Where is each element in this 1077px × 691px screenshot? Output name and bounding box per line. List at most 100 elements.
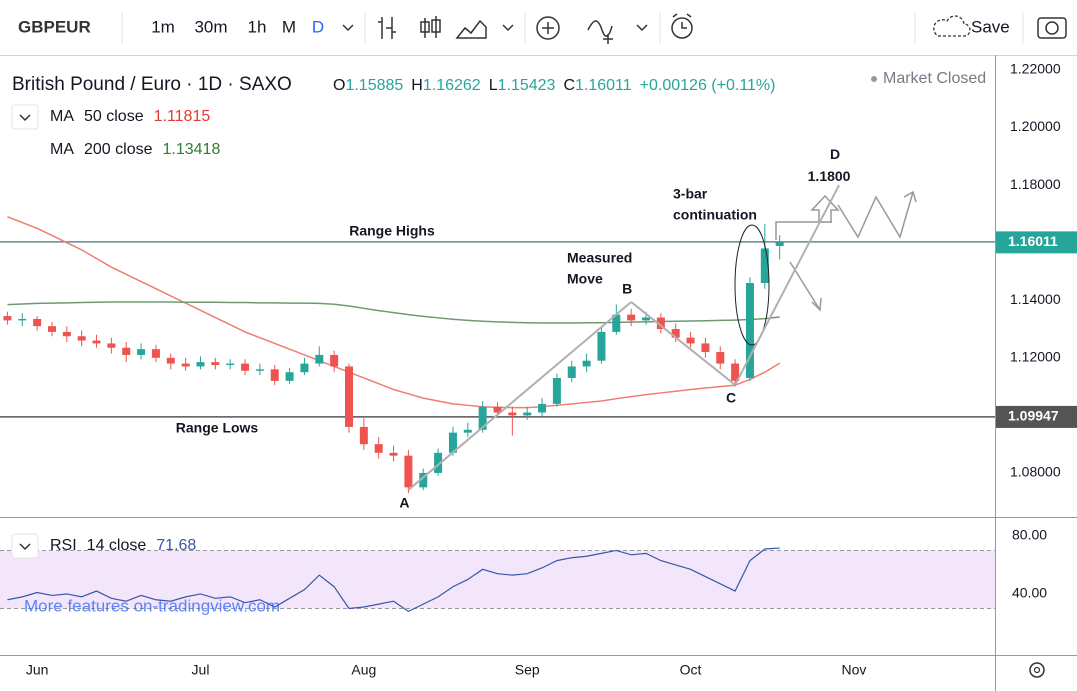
y-tick-label: 1.14000	[1010, 291, 1061, 307]
dropdown-icon[interactable]	[636, 24, 648, 32]
candle-body	[419, 472, 428, 488]
y-tick-label: 1.20000	[1010, 118, 1061, 134]
save-button[interactable]: Save	[971, 17, 1010, 36]
settings-icon[interactable]	[1029, 662, 1045, 678]
alert-icon[interactable]	[671, 17, 693, 39]
annotation: Move	[567, 271, 603, 287]
annotations: Range Highs Range Lows Measured Move 3-b…	[176, 146, 917, 511]
candle-body	[122, 347, 131, 355]
candle-body	[656, 317, 665, 330]
legend-item: 1.11815	[154, 108, 211, 125]
pattern-label: B	[622, 281, 632, 297]
y-tick-label: 1.22000	[1010, 61, 1061, 77]
collapse-icon[interactable]	[19, 543, 31, 551]
candle-body	[731, 363, 740, 381]
watermark[interactable]: More features on-tradingview.com	[24, 596, 280, 615]
legend-item: 1.15885	[345, 77, 403, 94]
candle-body	[434, 452, 443, 473]
candle-body	[642, 317, 651, 321]
zigzag-arrow	[837, 190, 917, 239]
last-price-label: 1.16011	[1008, 233, 1058, 249]
legend-item: 1.13418	[163, 141, 221, 158]
candle-body	[255, 369, 264, 371]
candle-body	[389, 452, 398, 456]
add-icon[interactable]	[542, 22, 554, 34]
frame	[0, 55, 1077, 691]
annotation: continuation	[673, 207, 757, 223]
rsi-legend: RSI 14 close 71.68	[50, 537, 196, 554]
candle-body	[627, 314, 636, 321]
ma-legend: MA 50 close 1.11815	[50, 108, 210, 125]
dropdown-icon[interactable]	[342, 24, 354, 32]
interval[interactable]: M	[282, 17, 296, 36]
candle-body	[315, 354, 324, 364]
x-tick-label: Jun	[26, 662, 49, 678]
symbol[interactable]: GBPEUR	[18, 17, 91, 36]
y-tick-label: 80.00	[1012, 527, 1047, 543]
save-icon[interactable]	[933, 15, 971, 37]
candle-body	[745, 282, 754, 378]
collapse-button[interactable]	[11, 104, 39, 130]
alert-icon[interactable]	[672, 13, 692, 29]
candle-body	[62, 331, 71, 337]
candles-icon[interactable]	[420, 21, 430, 33]
ellipse	[734, 224, 770, 346]
price-label-box	[996, 405, 1077, 428]
interval[interactable]: 30m	[194, 17, 227, 36]
legend-item: C	[563, 77, 575, 94]
settings-icon[interactable]	[1033, 666, 1041, 674]
interval[interactable]: 1m	[151, 17, 175, 36]
candle-body	[241, 363, 250, 371]
candle-body	[285, 372, 294, 381]
candle-body	[47, 326, 56, 332]
candle-body	[166, 357, 175, 364]
y-tick-label: 1.08000	[1010, 464, 1061, 480]
legend-item: MA	[50, 108, 74, 125]
candle-body	[686, 337, 695, 344]
candles-icon[interactable]	[431, 19, 441, 33]
interval[interactable]: 1h	[248, 17, 267, 36]
screenshot-icon[interactable]	[1037, 17, 1067, 39]
candle-body	[671, 329, 680, 338]
collapse-icon[interactable]	[19, 114, 31, 122]
candle-body	[612, 314, 621, 332]
candle-body	[300, 363, 309, 373]
y-tick-label: 1.12000	[1010, 349, 1061, 365]
pattern-line	[734, 184, 840, 386]
screenshot-icon[interactable]	[1045, 21, 1059, 35]
bars-icon[interactable]	[378, 17, 396, 39]
pattern-label: A	[399, 495, 409, 511]
x-tick-label: Nov	[841, 662, 866, 678]
dropdown-icon[interactable]	[502, 24, 514, 32]
candle-body	[33, 318, 42, 327]
legend-item: +0.00126 (+0.11%)	[640, 77, 776, 94]
candle-body	[463, 429, 472, 433]
market-status: Market Closed	[883, 70, 986, 87]
last-price-box	[996, 231, 1077, 254]
candle-body	[567, 366, 576, 378]
candle-body	[137, 349, 146, 355]
legend-item: 71.68	[156, 537, 196, 554]
pattern-line	[407, 301, 632, 491]
collapse-button[interactable]	[11, 533, 39, 559]
plot: 1.080001.100001.120001.140001.160001.180…	[0, 61, 1077, 678]
legend-item: H	[411, 77, 423, 94]
candle-body	[211, 362, 220, 366]
add-icon[interactable]	[536, 16, 560, 40]
candle-body	[493, 406, 502, 413]
interval-active[interactable]: D	[312, 17, 324, 36]
range-highs-label: Range Highs	[349, 223, 435, 239]
target-label: 1.1800	[808, 168, 851, 184]
legend-item: L	[489, 77, 498, 94]
candle-body	[478, 406, 487, 430]
candle-body	[538, 403, 547, 413]
candle-body	[18, 318, 27, 321]
legend-item: 1.15423	[498, 77, 556, 94]
legend-item: MA	[50, 141, 74, 158]
indicators-icon[interactable]	[587, 20, 613, 44]
candle-body	[359, 426, 368, 445]
toolbar: GBPEUR 1m 30m 1h M D Save	[18, 12, 1067, 44]
pattern-label: D	[830, 146, 840, 162]
area-icon[interactable]	[455, 19, 487, 39]
